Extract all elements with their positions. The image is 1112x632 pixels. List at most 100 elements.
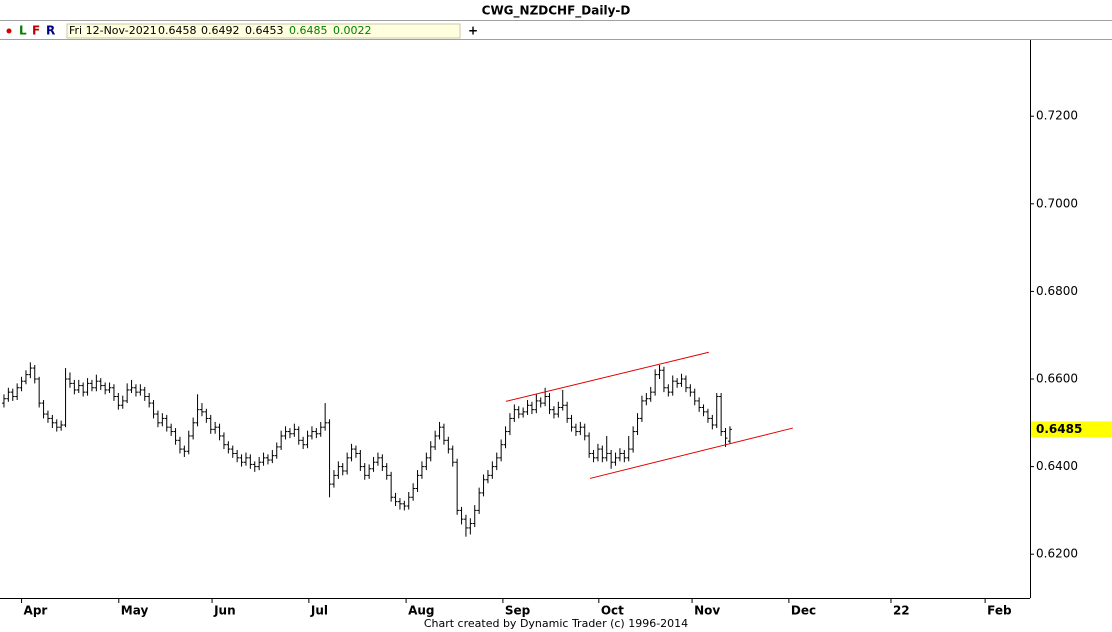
ohlc-bar [213,421,218,434]
ohlc-bar [639,395,644,422]
ohlc-bar [248,454,253,469]
ohlc-bar [384,463,389,480]
x-tick-label: Sep [505,604,531,618]
x-tick-label: Oct [601,604,624,618]
ohlc-bar [1,394,6,408]
x-tick-label: Aug [408,604,434,618]
ohlc-bar [98,378,103,390]
ohlc-bar [305,430,310,449]
ohlc-bar [419,461,424,479]
ohlc-bar [358,449,363,471]
ohlc-bar [208,414,213,434]
ohlc-bar [76,379,81,394]
ohlc-bar [556,401,561,418]
info-box [66,23,461,39]
trendline [589,427,793,479]
ohlc-bar [591,449,596,463]
toolbar-r[interactable]: R [46,24,55,38]
ohlc-bar [697,397,702,412]
ohlc-bar [221,432,226,450]
last-price-box [1031,421,1112,438]
ohlc-bar [89,379,94,392]
ohlc-bar [28,362,33,379]
ohlc-bar [270,449,275,464]
x-tick-label: Jul [310,604,328,618]
ohlc-bar [186,430,191,455]
ohlc-bar [72,379,77,395]
ohlc-bar [538,397,543,408]
ohlc-bar [679,373,684,387]
ohlc-bar [116,393,121,410]
ohlc-bar [631,426,636,453]
ohlc-bar [125,383,130,404]
x-tick-label: May [121,604,149,618]
ohlc-bar [521,407,526,418]
ohlc-bar [389,471,394,502]
ohlc-bar [565,401,570,423]
ohlc-bar [120,395,125,409]
ohlc-bar [6,387,11,402]
ohlc-bar [177,436,182,454]
x-tick-label: Apr [24,604,48,618]
y-tick-label: 0.6800 [1036,284,1078,298]
ohlc-bar [85,378,90,396]
info-high: 0.6492 [201,24,240,37]
ohlc-bar [287,428,292,439]
ohlc-bar [455,458,460,515]
ohlc-bar [613,452,618,466]
toolbar-l[interactable]: L [19,24,27,38]
ohlc-bar [309,426,314,440]
ohlc-bar [349,443,354,462]
toolbar-plus[interactable]: + [468,24,478,38]
ohlc-bar [573,423,578,436]
ohlc-bar [164,414,169,432]
ohlc-bar [472,505,477,528]
ohlc-bar [411,483,416,501]
ohlc-bar [107,382,112,394]
ohlc-bar [657,364,662,380]
ohlc-bar [437,421,442,440]
toolbar-f[interactable]: F [32,24,40,38]
ohlc-bar [257,456,262,471]
ohlc-bar [459,506,464,525]
ohlc-bar [59,420,64,431]
ohlc-bar [468,518,473,535]
ohlc-bar [701,404,706,417]
ohlc-bar [485,470,490,484]
record-dot [6,28,12,34]
ohlc-bar [446,436,451,454]
y-tick-label: 0.7000 [1036,196,1078,210]
ohlc-bar [600,445,605,463]
ohlc-bar [138,384,143,396]
ohlc-bar [534,394,539,414]
ohlc-bar [670,375,675,396]
x-tick-label: Feb [987,604,1012,618]
ohlc-bar [204,408,209,423]
ohlc-bar [587,432,592,458]
y-tick-label: 0.7200 [1036,109,1078,123]
ohlc-bar [235,449,240,463]
ohlc-bar [710,414,715,430]
ohlc-bar [494,452,499,471]
ohlc-bar [648,386,653,402]
ohlc-bar [578,421,583,436]
ohlc-bar [133,384,138,397]
ohlc-bar [666,384,671,397]
ohlc-bar [230,445,235,458]
ohlc-bar [507,413,512,436]
ohlc-bar [50,414,55,429]
ohlc-bar [433,430,438,450]
ohlc-bar [525,400,530,415]
y-tick-label: 0.6200 [1036,547,1078,561]
ohlc-bar [151,400,156,419]
ohlc-bar [323,403,328,431]
ohlc-bar [617,448,622,462]
x-tick-label: Jun [213,604,236,618]
ohlc-bar [45,410,50,423]
ohlc-bar [292,423,297,437]
ohlc-bar [195,394,200,427]
y-tick-label: 0.6400 [1036,459,1078,473]
ohlc-bar [595,443,600,462]
